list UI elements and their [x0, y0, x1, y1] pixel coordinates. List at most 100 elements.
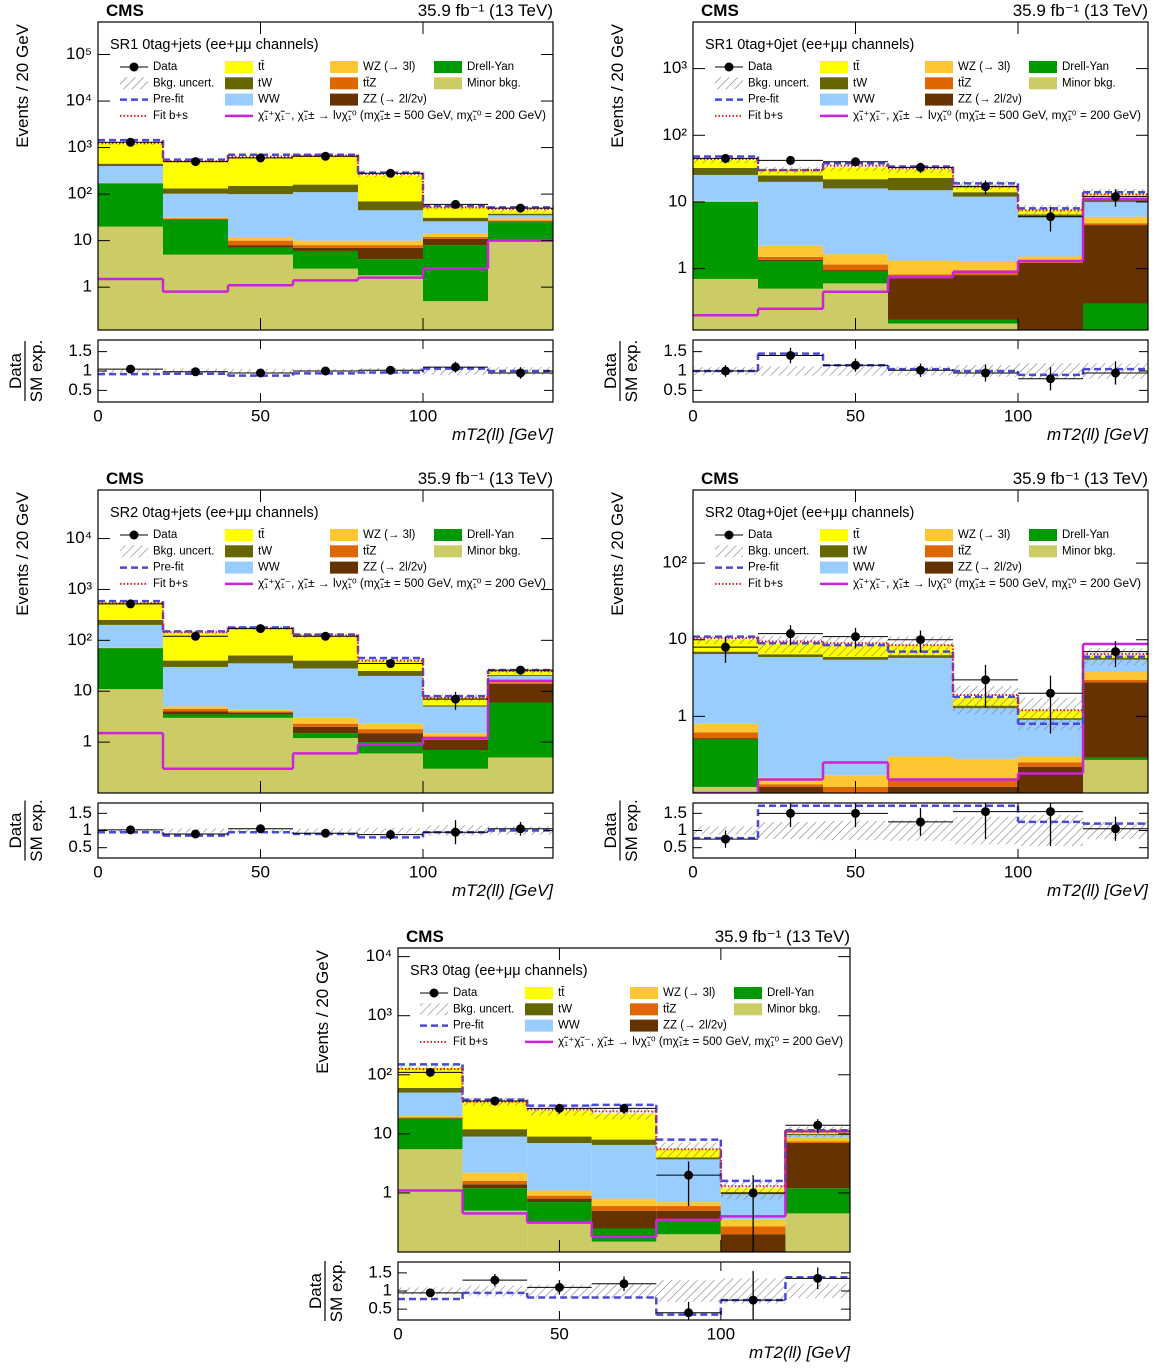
- data-point: [813, 1120, 823, 1130]
- stack-segment: [228, 236, 293, 241]
- stack-segment: [293, 245, 358, 248]
- legend-label: Minor bkg.: [1062, 77, 1116, 89]
- stack-segment: [228, 245, 293, 248]
- data-point: [721, 153, 730, 163]
- legend-label: Data: [748, 61, 773, 73]
- data-point: [516, 824, 525, 834]
- y-tick-label: 10²: [662, 125, 687, 144]
- legend-swatch: [225, 61, 253, 73]
- stack-segment: [888, 786, 953, 793]
- stack-segment: [488, 674, 553, 676]
- legend-swatch: [925, 545, 953, 558]
- data-point: [386, 365, 395, 375]
- data-point: [1046, 807, 1055, 817]
- stack-segment: [293, 723, 358, 727]
- stack-segment: [1083, 225, 1148, 304]
- data-point: [516, 665, 525, 675]
- ratio-y-tick-label: 1.5: [368, 1262, 392, 1281]
- stack-segment: [423, 236, 488, 239]
- stack-segment: [462, 1180, 528, 1185]
- data-point: [786, 808, 795, 818]
- stack-segment: [423, 217, 488, 222]
- y-axis-label: Events / 20 GeV: [608, 23, 627, 147]
- legend-label: Data: [153, 61, 178, 73]
- stack-segment: [823, 254, 888, 265]
- stack-segment: [163, 711, 228, 715]
- stack-segment: [293, 738, 358, 793]
- stack-segment: [758, 784, 823, 787]
- stack-segment: [823, 793, 888, 800]
- main-plot: [98, 137, 553, 330]
- stack-segment: [462, 1136, 528, 1173]
- legend-swatch: [820, 61, 848, 73]
- region-label: SR1 0tag+jets (ee+μμ channels): [110, 37, 319, 53]
- stack-segment: [228, 655, 293, 664]
- y-tick-label: 10: [668, 629, 687, 648]
- stack-segment: [693, 167, 758, 175]
- legend-label: χ̃₁⁺χ̃₁⁻, χ̃₁± → lνχ̃₁⁰ (mχ̃₁± = 500 GeV…: [853, 110, 1141, 122]
- legend-swatch: [225, 77, 253, 90]
- ratio-y-label-denominator: SM exp.: [622, 340, 641, 402]
- legend-marker: [429, 988, 439, 998]
- y-tick-label: 1: [83, 732, 92, 751]
- stack-segment: [823, 167, 888, 180]
- x-axis-label: mT2(ll) [GeV]: [452, 425, 554, 444]
- legend-label: χ̃₁⁺χ̃₁⁻, χ̃₁± → lνχ̃₁⁰ (mχ̃₁± = 500 GeV…: [853, 578, 1141, 590]
- x-axis-label: mT2(ll) [GeV]: [1047, 425, 1149, 444]
- experiment-label: CMS: [406, 927, 444, 946]
- stack-segment: [656, 1206, 721, 1211]
- legend-label: tW: [258, 77, 272, 89]
- x-axis-label: mT2(ll) [GeV]: [749, 1343, 851, 1362]
- y-tick-label: 1: [678, 706, 687, 725]
- data-point: [490, 1275, 500, 1285]
- y-tick-label: 10³: [367, 1005, 392, 1024]
- legend-swatch: [330, 545, 358, 558]
- region-label: SR1 0tag+0jet (ee+μμ channels): [705, 37, 914, 53]
- stack-segment: [163, 660, 228, 667]
- ratio-plot: [693, 803, 1148, 848]
- stack-segment: [888, 169, 953, 178]
- stack-segment: [163, 217, 228, 219]
- legend-label: tW: [853, 545, 867, 557]
- stack-segment: [693, 174, 758, 201]
- ratio-y-tick-label: 1.5: [68, 341, 92, 360]
- ratio-plot: [98, 361, 553, 379]
- stack-segment: [823, 656, 888, 660]
- legend-swatch: [734, 987, 762, 999]
- stack-segment: [163, 219, 228, 255]
- y-tick-label: 10⁴: [66, 91, 92, 110]
- x-tick-label: 50: [251, 862, 270, 881]
- stack-segment: [1083, 355, 1148, 360]
- data-point: [386, 830, 395, 840]
- stack-segment: [823, 188, 888, 255]
- stack-segment: [1083, 672, 1148, 680]
- stack-segment: [785, 1141, 850, 1144]
- legend-marker: [129, 530, 139, 540]
- legend-label: Pre-fit: [153, 562, 184, 574]
- stack-segment: [953, 192, 1018, 197]
- x-tick-label: 0: [93, 862, 102, 881]
- legend-swatch: [1029, 61, 1057, 73]
- stack-segment: [358, 675, 423, 724]
- legend-label: WZ (→ 3l): [363, 529, 416, 541]
- stack-segment: [228, 714, 293, 718]
- stack-segment: [293, 726, 358, 734]
- stack-segment: [527, 1190, 592, 1196]
- legend-label: WZ (→ 3l): [363, 61, 416, 73]
- stack-segment: [98, 163, 163, 167]
- stack-segment: [1018, 335, 1083, 360]
- x-tick-label: 100: [707, 1324, 735, 1343]
- legend-label: Data: [453, 987, 478, 999]
- data-point: [748, 1188, 758, 1198]
- stack-segment: [98, 602, 163, 620]
- stack-segment: [423, 749, 488, 769]
- x-tick-label: 50: [846, 406, 865, 425]
- stack-segment: [656, 1210, 721, 1220]
- y-tick-label: 10²: [662, 553, 687, 572]
- y-tick-label: 1: [678, 258, 687, 277]
- data-point: [619, 1103, 629, 1113]
- data-point: [451, 199, 460, 209]
- stack-segment: [228, 712, 293, 715]
- legend-label: tt̄Z: [363, 77, 376, 89]
- x-axis-label: mT2(ll) [GeV]: [452, 881, 554, 900]
